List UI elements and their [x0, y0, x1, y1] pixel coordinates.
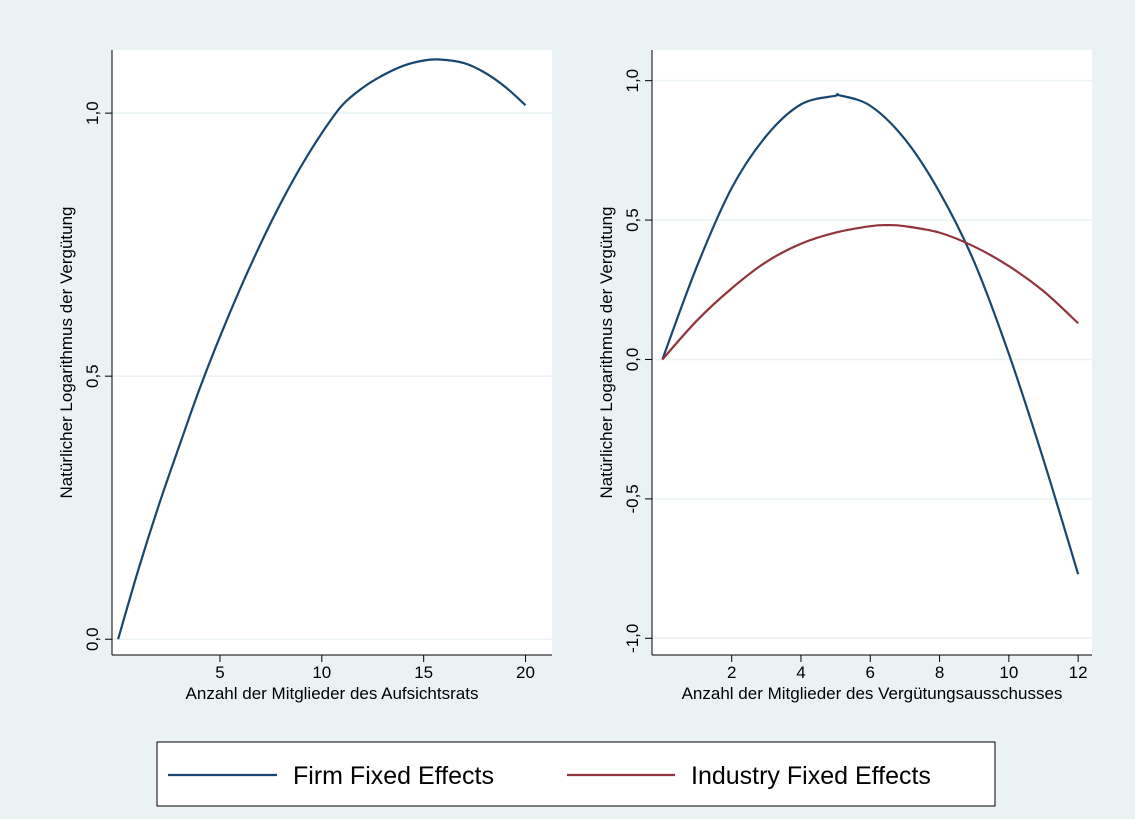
left-x-tick-label-1: 10: [312, 663, 331, 682]
right-x-tick-label-0: 2: [727, 663, 736, 682]
right-x-tick-label-2: 6: [866, 663, 875, 682]
right-y-tick-label-2: 0,0: [623, 348, 642, 372]
right-y-tick-label-1: -0,5: [623, 484, 642, 513]
right-y-tick-label-3: 0,5: [623, 208, 642, 232]
right-plot-area: [652, 50, 1092, 655]
left-series: [117, 58, 527, 640]
right-y-tick-label-4: 1,0: [623, 69, 642, 93]
right-x-tick-label-3: 8: [935, 663, 944, 682]
left-x-ticks: 5 10 15 20: [215, 655, 535, 682]
right-x-tick-label-4: 10: [999, 663, 1018, 682]
legend: Firm Fixed Effects Industry Fixed Effect…: [156, 741, 996, 807]
left-panel: 0,0 0,5 1,0 5 10 15 20 Anzahl der Mitglieder …: [57, 50, 552, 703]
left-series-line-firm: [117, 58, 527, 640]
right-y-tick-label-0: -1,0: [623, 624, 642, 653]
left-y-tick-label-1: 0,5: [83, 364, 102, 388]
right-x-tick-label-1: 4: [796, 663, 805, 682]
right-series: [661, 93, 1080, 575]
left-x-tick-label-3: 20: [516, 663, 535, 682]
left-y-axis-label: Natürlicher Logarithmus der Vergütung: [57, 207, 76, 499]
left-x-tick-label-0: 5: [215, 663, 224, 682]
right-panel: -1,0 -0,5 0,0 0,5 1,0 2 4 6 8 10 12 Anzahl der Mi…: [597, 50, 1092, 703]
left-gridlines: [112, 112, 552, 640]
left-x-tick-label-2: 15: [414, 663, 433, 682]
right-x-ticks: 2 4 6 8 10 12: [727, 655, 1088, 682]
right-series-line-firm: [661, 93, 1080, 575]
legend-label-firm: Firm Fixed Effects: [293, 762, 494, 790]
right-y-axis-label: Natürlicher Logarithmus der Vergütung: [597, 207, 616, 499]
right-x-tick-label-5: 12: [1069, 663, 1088, 682]
right-x-axis-label: Anzahl der Mitglieder des Vergütungsauss…: [682, 684, 1063, 703]
left-x-axis-label: Anzahl der Mitglieder des Aufsichtsrats: [186, 684, 479, 703]
right-series-line-industry: [661, 223, 1079, 361]
left-plot-area: [112, 50, 552, 655]
legend-label-industry: Industry Fixed Effects: [691, 762, 931, 790]
right-y-ticks: -1,0 -0,5 0,0 0,5 1,0: [623, 69, 652, 653]
left-y-tick-label-0: 0,0: [83, 627, 102, 651]
left-y-ticks: 0,0 0,5 1,0: [83, 101, 112, 651]
left-y-tick-label-2: 1,0: [83, 101, 102, 125]
right-gridlines: [652, 79, 1092, 640]
